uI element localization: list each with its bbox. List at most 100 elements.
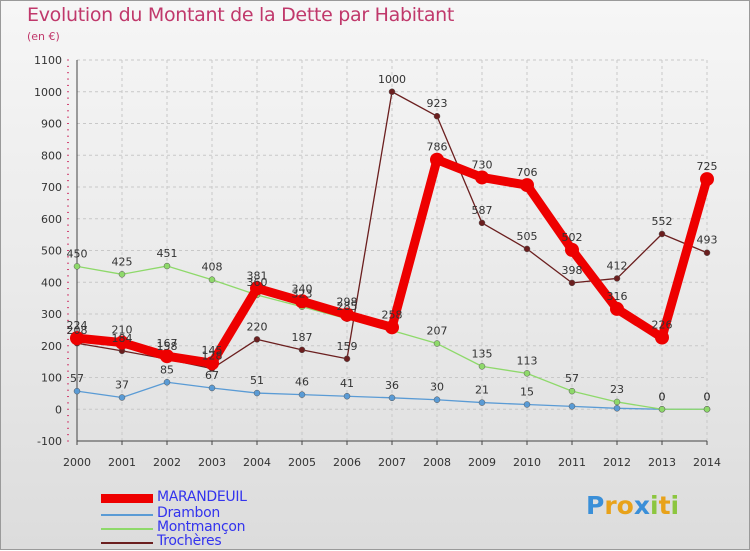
data-label: 360 [247,276,268,289]
data-point [475,170,489,185]
data-label: 46 [295,376,309,389]
data-point [73,387,81,395]
data-label: 226 [652,318,673,331]
data-point [118,271,126,278]
data-label: 184 [112,332,133,345]
logo-letter: o [616,491,634,520]
data-point [613,405,621,412]
data-label: 159 [337,340,358,353]
data-point [250,281,264,296]
data-label: 207 [427,325,448,338]
data-label: 187 [292,331,313,344]
x-tick-label: 2014 [693,456,721,469]
data-point [208,384,216,392]
y-tick-label: 0 [55,403,62,416]
data-point [73,263,81,270]
data-label: 36 [385,379,399,392]
data-label: 85 [160,363,174,376]
data-label: 298 [337,296,358,309]
x-tick-label: 2007 [378,456,406,469]
data-label: 0 [704,390,711,403]
data-point [610,301,624,316]
data-point [253,389,261,397]
x-tick-label: 2001 [108,456,136,469]
data-label: 493 [697,234,718,247]
data-point [703,249,711,256]
x-tick-label: 2004 [243,456,271,469]
data-label: 323 [292,288,313,301]
data-point [433,340,441,347]
y-tick-label: 200 [41,340,62,353]
data-label: 0 [659,390,666,403]
logo-letter: x [633,491,650,520]
data-point [385,320,399,335]
data-label: 23 [610,383,624,396]
data-point [163,379,171,386]
data-point [523,401,531,408]
data-point [118,394,126,401]
data-label: 167 [157,337,178,350]
data-label: 67 [205,369,219,382]
data-label: 285 [337,300,358,313]
data-point [205,356,219,371]
data-point [433,396,441,403]
data-label: 316 [607,290,628,303]
data-point [700,172,714,187]
data-point [163,262,171,270]
data-point [478,219,486,227]
logo-letter: i [670,491,680,520]
data-label: 502 [562,231,583,244]
x-tick-label: 2005 [288,456,316,469]
data-label: 57 [565,372,579,385]
x-tick-label: 2000 [63,456,91,469]
data-point [568,403,576,410]
data-label: 786 [427,141,448,154]
data-label: 552 [652,215,673,228]
data-point [613,398,621,406]
y-tick-label: 900 [41,118,62,131]
data-label: 113 [517,354,538,367]
data-label: 258 [382,308,403,321]
data-point [658,406,666,413]
data-label: 923 [427,97,448,110]
data-label: 15 [520,385,534,398]
legend-label-marandeuil: MARANDEUIL [157,489,247,505]
y-tick-label: 800 [41,149,62,162]
chart-title: Evolution du Montant de la Dette par Hab… [27,4,455,26]
x-tick-label: 2012 [603,456,631,469]
data-label: 0 [659,390,666,403]
chart-subtitle: (en €) [27,30,60,43]
x-tick-label: 2002 [153,456,181,469]
data-label: 30 [430,381,444,394]
data-label: 451 [157,247,178,260]
data-point [568,387,576,395]
data-label: 381 [247,269,268,282]
legend-swatch-drambon [101,514,153,516]
y-tick-label: 1000 [34,86,62,99]
data-point [478,363,486,370]
data-point [655,330,669,345]
x-tick-label: 2003 [198,456,226,469]
data-point [613,275,621,282]
data-label: 398 [562,264,583,277]
data-label: 57 [70,372,84,385]
y-tick-label: 400 [41,276,62,289]
legend-label-montmancon: Montmançon [157,519,246,535]
data-label: 208 [67,324,88,337]
y-tick-label: 500 [41,245,62,258]
data-label: 408 [202,261,223,274]
logo-letter: P [586,491,605,520]
data-point [295,294,309,309]
legend-label-trocheres: Trochères [157,533,222,549]
data-point [433,112,441,120]
data-label: 51 [250,374,264,387]
data-label: 224 [67,319,88,332]
data-point [430,152,444,167]
x-tick-label: 2010 [513,456,541,469]
logo-letter: r [604,491,617,520]
data-point [565,242,579,257]
y-tick-label: 1100 [34,54,62,67]
data-point [568,279,576,287]
